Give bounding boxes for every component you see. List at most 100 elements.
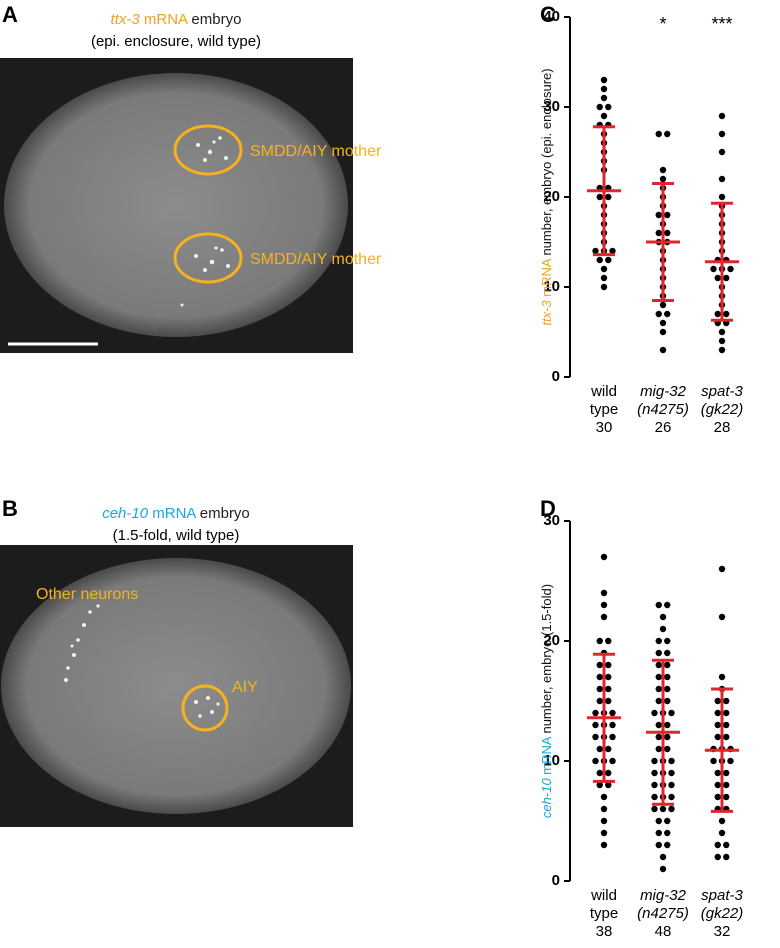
- data-point: [664, 829, 671, 837]
- data-point: [651, 769, 658, 777]
- data-point: [596, 673, 603, 681]
- data-point: [718, 175, 726, 183]
- x-tick-label: wild: [590, 383, 617, 400]
- data-point: [655, 685, 662, 693]
- data-point: [592, 709, 599, 717]
- data-point: [596, 193, 603, 201]
- data-point: [592, 757, 599, 765]
- data-point: [659, 175, 667, 183]
- text-part: embryo: [196, 505, 250, 522]
- data-point: [600, 85, 608, 93]
- data-point: [592, 721, 599, 729]
- data-point: [664, 130, 671, 138]
- data-point: [659, 319, 667, 327]
- y-tick-label: 0: [552, 368, 560, 385]
- data-point: [655, 601, 662, 609]
- data-point: [596, 637, 603, 645]
- data-point: [600, 589, 608, 597]
- y-tick-label: 20: [543, 188, 560, 205]
- y-axis-label: ttx-3 mRNA number, embryo (epi. enclosur…: [539, 68, 554, 325]
- text-part: mRNA: [539, 736, 554, 778]
- y-tick-label: 20: [543, 632, 560, 649]
- data-point: [605, 745, 612, 753]
- panel-subtitle: (epi. enclosure, wild type): [91, 33, 261, 50]
- text-part: number, embryo (1.5-fold): [539, 584, 554, 737]
- data-point: [718, 613, 726, 621]
- y-tick-label: 30: [543, 98, 560, 115]
- data-point: [714, 781, 721, 789]
- sample-size: 38: [596, 923, 613, 940]
- data-point: [600, 601, 608, 609]
- cell-outline: [181, 684, 229, 732]
- data-point: [668, 769, 675, 777]
- data-point: [664, 211, 671, 219]
- data-point: [605, 661, 612, 669]
- panel-letter: D: [540, 496, 556, 521]
- data-point: [723, 769, 730, 777]
- data-point: [651, 781, 658, 789]
- data-point: [651, 757, 658, 765]
- x-tick-label: (gk22): [701, 401, 744, 418]
- data-point: [605, 673, 612, 681]
- data-point: [609, 721, 616, 729]
- data-point: [600, 805, 608, 813]
- data-point: [664, 697, 671, 705]
- data-point: [655, 637, 662, 645]
- data-point: [655, 697, 662, 705]
- data-point: [596, 661, 603, 669]
- sample-size: 26: [655, 419, 672, 436]
- data-point: [655, 745, 662, 753]
- data-point: [596, 745, 603, 753]
- text-part: ceh-10: [539, 778, 554, 819]
- x-tick-label: (n4275): [637, 401, 689, 418]
- data-point: [714, 721, 721, 729]
- x-tick-label: type: [590, 905, 618, 922]
- data-point: [664, 649, 671, 657]
- data-point: [714, 853, 721, 861]
- significance: *: [659, 14, 666, 34]
- data-point: [714, 274, 721, 282]
- text-part: mRNA: [539, 258, 554, 300]
- data-point: [659, 301, 667, 309]
- data-point: [596, 781, 603, 789]
- data-point: [600, 613, 608, 621]
- data-point: [714, 841, 721, 849]
- data-point: [605, 685, 612, 693]
- data-point: [600, 94, 608, 102]
- annotation: AIY: [232, 679, 258, 696]
- panel-letter: B: [2, 496, 18, 521]
- data-point: [605, 256, 612, 264]
- data-point: [600, 553, 608, 561]
- data-point: [655, 661, 662, 669]
- data-point: [710, 757, 717, 765]
- data-point: [655, 229, 662, 237]
- data-point: [605, 103, 612, 111]
- sample-size: 48: [655, 923, 672, 940]
- panel-letter: C: [540, 2, 556, 27]
- sample-size: 28: [714, 419, 731, 436]
- data-point: [723, 841, 730, 849]
- data-point: [664, 721, 671, 729]
- data-point: [655, 211, 662, 219]
- data-point: [718, 346, 726, 354]
- data-point: [723, 793, 730, 801]
- data-point: [714, 310, 721, 318]
- annotation: Other neurons: [36, 586, 138, 603]
- text-part: mRNA: [140, 11, 188, 28]
- mrna-spots: [180, 136, 230, 307]
- data-point: [664, 841, 671, 849]
- data-point: [600, 829, 608, 837]
- data-point: [664, 685, 671, 693]
- data-point: [668, 709, 675, 717]
- mrna-spots: [64, 604, 220, 718]
- data-point: [596, 697, 603, 705]
- y-tick-label: 40: [543, 8, 560, 25]
- data-point: [668, 757, 675, 765]
- data-point: [714, 733, 721, 741]
- data-point: [600, 274, 608, 282]
- data-point: [664, 229, 671, 237]
- data-point: [718, 193, 726, 201]
- data-point: [596, 103, 603, 111]
- text-part: ceh-10: [102, 505, 149, 522]
